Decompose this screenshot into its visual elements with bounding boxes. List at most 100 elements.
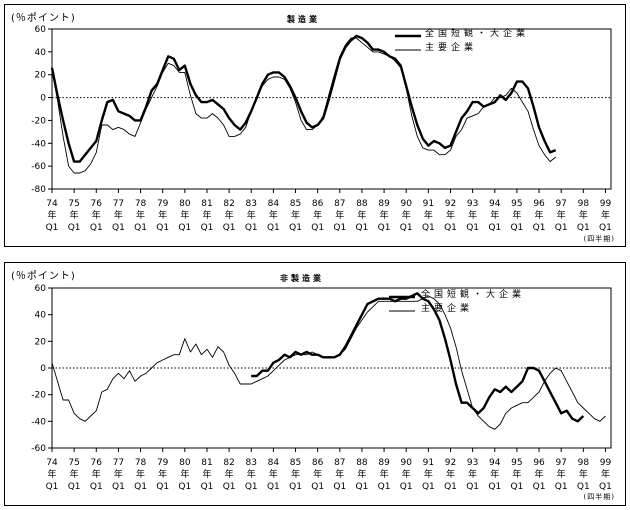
x-tick-label-year: 85 bbox=[290, 199, 301, 209]
x-tick-label-year: 81 bbox=[201, 458, 212, 468]
legend-label: 主要企業 bbox=[421, 304, 474, 314]
x-tick-label-year: 99 bbox=[600, 199, 612, 209]
x-tick-label-quarter: Q1 bbox=[311, 223, 324, 233]
x-tick-label-year: 89 bbox=[378, 458, 390, 468]
x-tick-label-year: 85 bbox=[290, 458, 301, 468]
x-tick-label-year: 86 bbox=[312, 199, 324, 209]
x-tick-label-quarter: Q1 bbox=[289, 482, 302, 492]
x-tick-label-quarter: Q1 bbox=[289, 223, 302, 233]
x-tick-label-year: 93 bbox=[467, 199, 478, 209]
x-tick-label-unit: 年 bbox=[380, 468, 389, 480]
x-tick-label-quarter: Q1 bbox=[378, 482, 391, 492]
x-tick-label-unit: 年 bbox=[180, 468, 189, 480]
x-tick-label-quarter: Q1 bbox=[68, 482, 81, 492]
x-tick-label-unit: 年 bbox=[557, 468, 566, 480]
x-tick-label-quarter: Q1 bbox=[511, 482, 524, 492]
x-tick-label-unit: 年 bbox=[512, 209, 521, 221]
x-tick-label-quarter: Q1 bbox=[333, 482, 346, 492]
x-tick-label-quarter: Q1 bbox=[90, 482, 103, 492]
x-tick-label-unit: 年 bbox=[424, 209, 433, 221]
y-tick-label: 40 bbox=[35, 311, 47, 321]
x-tick-label-quarter: Q1 bbox=[245, 482, 258, 492]
x-tick-label-year: 77 bbox=[113, 458, 124, 468]
x-tick-label-unit: 年 bbox=[512, 468, 521, 480]
series-line-major-firms bbox=[51, 37, 556, 174]
x-tick-label-year: 96 bbox=[533, 199, 545, 209]
x-tick-label-unit: 年 bbox=[269, 468, 278, 480]
x-tick-label-year: 81 bbox=[201, 199, 212, 209]
x-tick-label-unit: 年 bbox=[136, 209, 145, 221]
x-tick-label-quarter: Q1 bbox=[599, 482, 612, 492]
x-tick-label-unit: 年 bbox=[202, 209, 211, 221]
x-tick-label-unit: 年 bbox=[70, 209, 79, 221]
legend-entry-major-firms: 主要企業 bbox=[425, 41, 529, 55]
x-tick-label-unit: 年 bbox=[47, 209, 56, 221]
y-tick-label: 20 bbox=[35, 337, 47, 347]
y-axis-label: (％ポイント) bbox=[11, 13, 76, 24]
non-manufacturing-chart-panel: 60 40 20 0 -20 -40 -60 74 年 Q1 75 年 Q1 76 年 Q1 77 年 Q1 78 年 Q… bbox=[4, 262, 626, 506]
x-tick-label-unit: 年 bbox=[468, 468, 477, 480]
x-tick-label-year: 90 bbox=[400, 199, 412, 209]
x-tick-label-year: 78 bbox=[135, 458, 147, 468]
x-tick-label-quarter: Q1 bbox=[378, 223, 391, 233]
x-tick-label-year: 97 bbox=[555, 458, 566, 468]
x-tick-label-year: 79 bbox=[157, 199, 169, 209]
x-tick-label-unit: 年 bbox=[490, 468, 499, 480]
y-tick-label: -60 bbox=[31, 162, 46, 172]
x-tick-label-quarter: Q1 bbox=[178, 482, 191, 492]
x-tick-label-unit: 年 bbox=[92, 209, 101, 221]
x-tick-label-year: 80 bbox=[179, 199, 191, 209]
y-axis-label: (％ポイント) bbox=[11, 271, 76, 282]
x-tick-label-unit: 年 bbox=[601, 209, 610, 221]
x-tick-label-year: 78 bbox=[135, 199, 147, 209]
y-tick-label: 0 bbox=[40, 364, 46, 374]
x-tick-label-unit: 年 bbox=[202, 468, 211, 480]
x-tick-label-year: 91 bbox=[423, 199, 434, 209]
x-tick-label-quarter: Q1 bbox=[422, 482, 435, 492]
x-tick-label-unit: 年 bbox=[357, 209, 366, 221]
plot-frame bbox=[51, 28, 612, 190]
x-tick-label-unit: 年 bbox=[247, 468, 256, 480]
x-tick-label-quarter: Q1 bbox=[356, 482, 369, 492]
x-tick-label-year: 74 bbox=[46, 199, 58, 209]
x-tick-label-unit: 年 bbox=[313, 468, 322, 480]
x-tick-label-unit: 年 bbox=[601, 468, 610, 480]
x-tick-label-unit: 年 bbox=[47, 468, 56, 480]
x-tick-label-quarter: Q1 bbox=[112, 223, 125, 233]
x-tick-label-unit: 年 bbox=[446, 209, 455, 221]
x-tick-label-quarter: Q1 bbox=[311, 482, 324, 492]
x-tick-label-year: 86 bbox=[312, 458, 324, 468]
x-tick-label-quarter: Q1 bbox=[555, 223, 568, 233]
x-tick-label-year: 76 bbox=[91, 458, 103, 468]
x-tick-label-quarter: Q1 bbox=[488, 482, 501, 492]
x-tick-label-unit: 年 bbox=[70, 468, 79, 480]
x-tick-label-quarter: Q1 bbox=[577, 223, 590, 233]
x-tick-label-quarter: Q1 bbox=[444, 223, 457, 233]
x-tick-label-quarter: Q1 bbox=[444, 482, 457, 492]
x-tick-label-year: 84 bbox=[268, 458, 280, 468]
x-tick-label-quarter: Q1 bbox=[90, 223, 103, 233]
x-tick-label-quarter: Q1 bbox=[400, 223, 413, 233]
x-tick-label-year: 77 bbox=[113, 199, 124, 209]
chart-legend: 全国短観・大企業 主要企業 bbox=[425, 27, 529, 55]
x-tick-label-unit: 年 bbox=[335, 209, 344, 221]
x-tick-label-year: 82 bbox=[223, 199, 234, 209]
x-tick-label-year: 97 bbox=[555, 199, 566, 209]
x-tick-label-year: 99 bbox=[600, 458, 612, 468]
x-tick-label-year: 91 bbox=[423, 458, 434, 468]
x-tick-label-quarter: Q1 bbox=[178, 223, 191, 233]
chart-title: 製造業 bbox=[287, 15, 320, 24]
x-tick-label-year: 96 bbox=[533, 458, 545, 468]
x-tick-label-quarter: Q1 bbox=[555, 482, 568, 492]
x-tick-label-unit: 年 bbox=[424, 468, 433, 480]
x-tick-label-year: 80 bbox=[179, 458, 191, 468]
quarter-note: (四半期) bbox=[583, 235, 615, 243]
x-tick-label-year: 95 bbox=[511, 199, 522, 209]
x-tick-label-unit: 年 bbox=[136, 468, 145, 480]
y-tick-label: -40 bbox=[31, 139, 46, 149]
x-tick-label-quarter: Q1 bbox=[201, 482, 214, 492]
chart-legend: 全国短観・大企業 主要企業 bbox=[421, 288, 525, 316]
legend-entry-major-firms: 主要企業 bbox=[421, 302, 525, 316]
legend-label: 主要企業 bbox=[425, 43, 478, 53]
x-tick-label-quarter: Q1 bbox=[134, 223, 147, 233]
